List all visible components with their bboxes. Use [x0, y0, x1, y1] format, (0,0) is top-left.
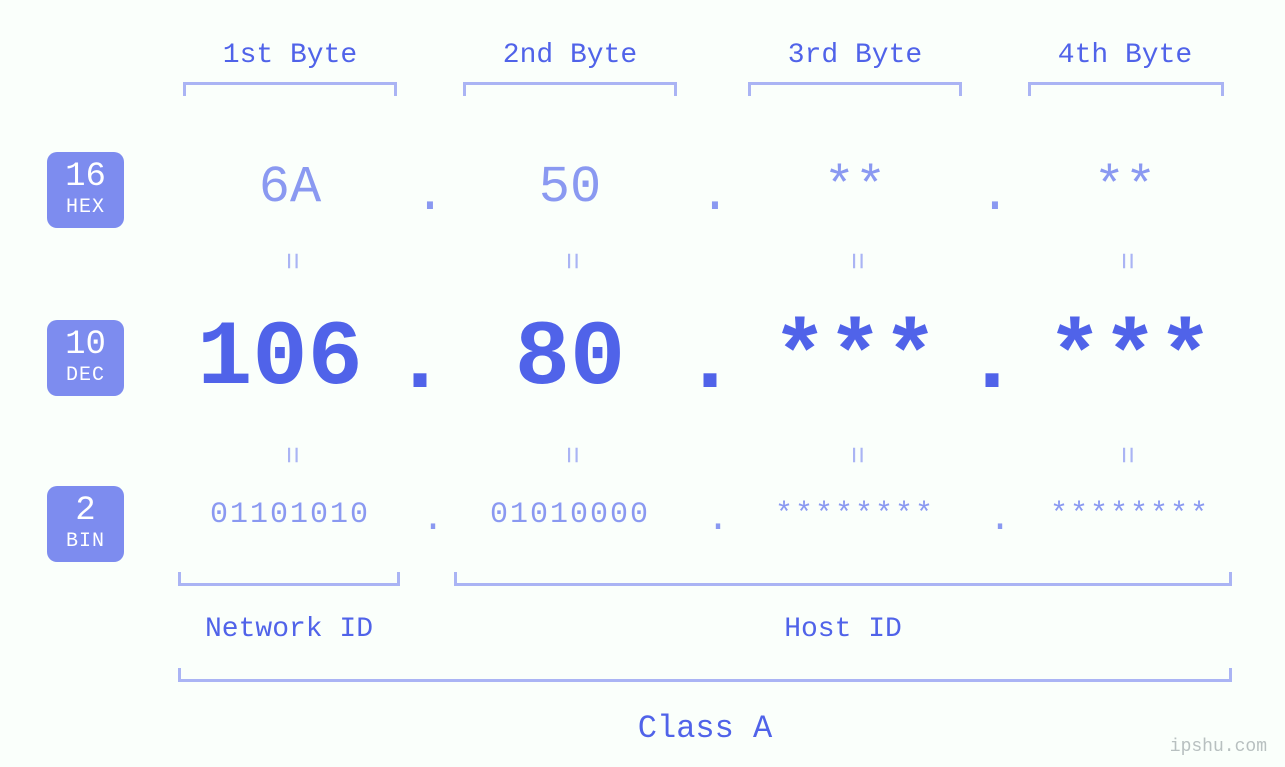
dec-badge: 10 DEC [47, 320, 124, 396]
eq-hex-dec-3: = [838, 246, 872, 276]
hex-byte-1: 6A [175, 158, 405, 217]
hex-badge: 16 HEX [47, 152, 124, 228]
byte-label-3: 3rd Byte [740, 40, 970, 71]
dec-byte-4: *** [1020, 306, 1240, 411]
eq-hex-dec-4: = [1108, 246, 1142, 276]
eq-dec-bin-4: = [1108, 440, 1142, 470]
byte-bracket-3 [748, 82, 962, 96]
hex-byte-2: 50 [455, 158, 685, 217]
byte-label-2: 2nd Byte [455, 40, 685, 71]
host-label: Host ID [454, 614, 1232, 645]
eq-dec-bin-1: = [273, 440, 307, 470]
dec-byte-2: 80 [455, 306, 685, 411]
byte-bracket-4 [1028, 82, 1224, 96]
bin-byte-2: 01010000 [445, 498, 695, 532]
byte-bracket-1 [183, 82, 397, 96]
byte-bracket-2 [463, 82, 677, 96]
class-bracket [178, 668, 1232, 682]
eq-dec-bin-2: = [553, 440, 587, 470]
class-label: Class A [178, 710, 1232, 747]
hex-byte-4: ** [1020, 158, 1230, 217]
bin-badge-txt: BIN [47, 532, 124, 552]
dec-byte-1: 106 [150, 306, 410, 411]
hex-byte-3: ** [740, 158, 970, 217]
hex-badge-txt: HEX [47, 198, 124, 218]
host-bracket [454, 572, 1232, 586]
dec-dot-1: . [375, 310, 465, 415]
bin-byte-1: 01101010 [165, 498, 415, 532]
byte-label-1: 1st Byte [175, 40, 405, 71]
bin-byte-3: ******** [730, 498, 980, 532]
network-bracket [178, 572, 400, 586]
bin-badge-num: 2 [47, 494, 124, 528]
eq-hex-dec-1: = [273, 246, 307, 276]
network-label: Network ID [178, 614, 400, 645]
bin-byte-4: ******** [1010, 498, 1250, 532]
dec-badge-txt: DEC [47, 366, 124, 386]
dec-badge-num: 10 [47, 328, 124, 362]
ip-diagram: 1st Byte 2nd Byte 3rd Byte 4th Byte 16 H… [0, 0, 1285, 767]
eq-dec-bin-3: = [838, 440, 872, 470]
watermark: ipshu.com [1170, 737, 1267, 757]
bin-badge: 2 BIN [47, 486, 124, 562]
byte-label-4: 4th Byte [1020, 40, 1230, 71]
dec-byte-3: *** [740, 306, 970, 411]
hex-badge-num: 16 [47, 160, 124, 194]
eq-hex-dec-2: = [553, 246, 587, 276]
